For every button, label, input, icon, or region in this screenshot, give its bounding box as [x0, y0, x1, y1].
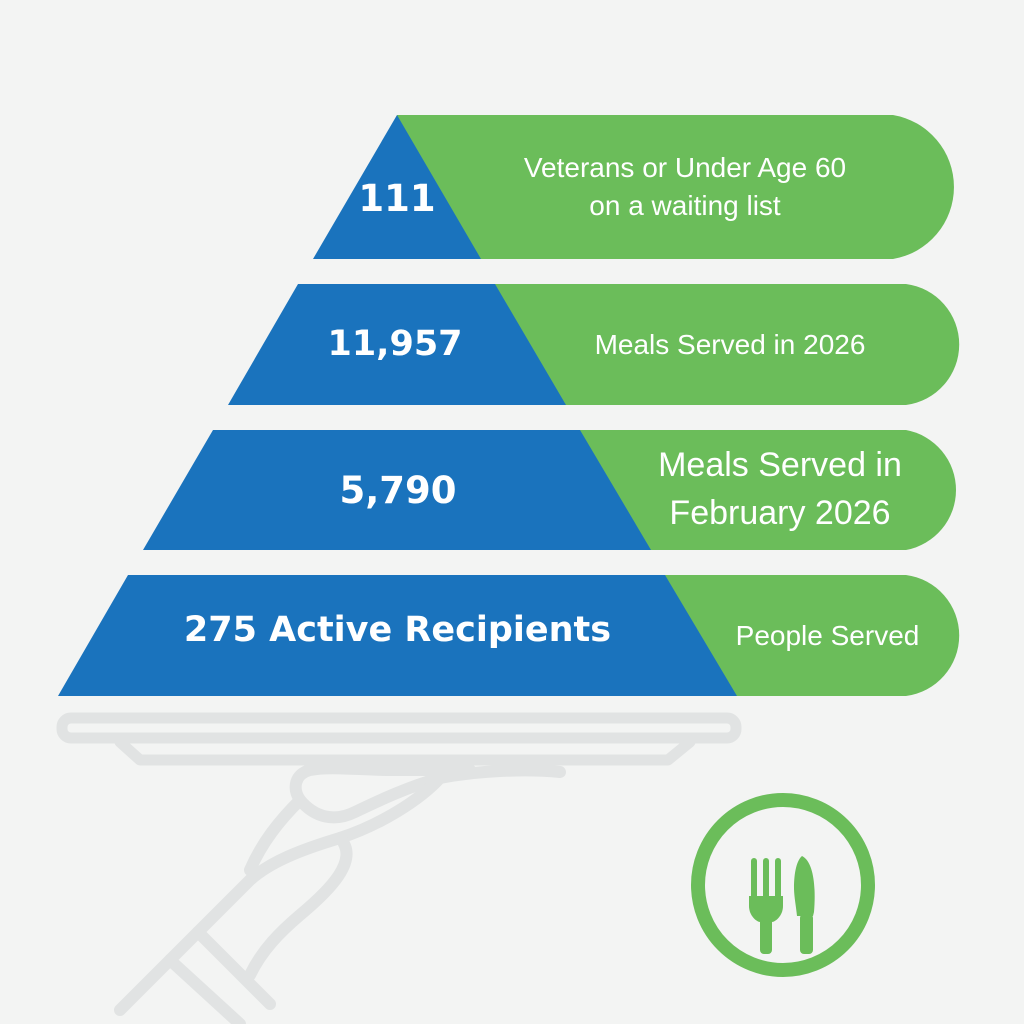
green-labels — [397, 115, 960, 696]
tier-4-green-pill — [665, 575, 960, 696]
serving-tray-icon — [56, 712, 742, 766]
fork-knife-plate-icon — [691, 793, 875, 977]
tier-1-value: 111 — [358, 176, 436, 220]
tier-2-description: Meals Served in 2026 — [594, 328, 866, 360]
tier-2-green-pill — [495, 284, 960, 405]
tier-1-blue-triangle — [313, 115, 481, 259]
hand-icon — [114, 762, 566, 1024]
tier-1-description: Veterans or Under Age 60 on a waiting li… — [523, 152, 847, 221]
pyramid — [58, 115, 737, 696]
tier-4-blue-trapezoid — [58, 575, 737, 696]
tier-3-green-pill — [580, 430, 956, 550]
tier-2-value: 11,957 — [327, 324, 463, 364]
tier-4-value: 275 Active Recipients — [183, 610, 612, 650]
tier-1-green-pill — [397, 115, 954, 259]
knife-icon — [794, 856, 815, 954]
tier-3-blue-trapezoid — [143, 430, 651, 550]
tier-2-blue-trapezoid — [228, 284, 566, 405]
tier-3-description: Meals Served in February 2026 — [658, 446, 902, 532]
tier-3-value: 5,790 — [339, 468, 457, 512]
tier-4-description: People Served — [735, 619, 920, 651]
fork-icon — [749, 858, 783, 954]
